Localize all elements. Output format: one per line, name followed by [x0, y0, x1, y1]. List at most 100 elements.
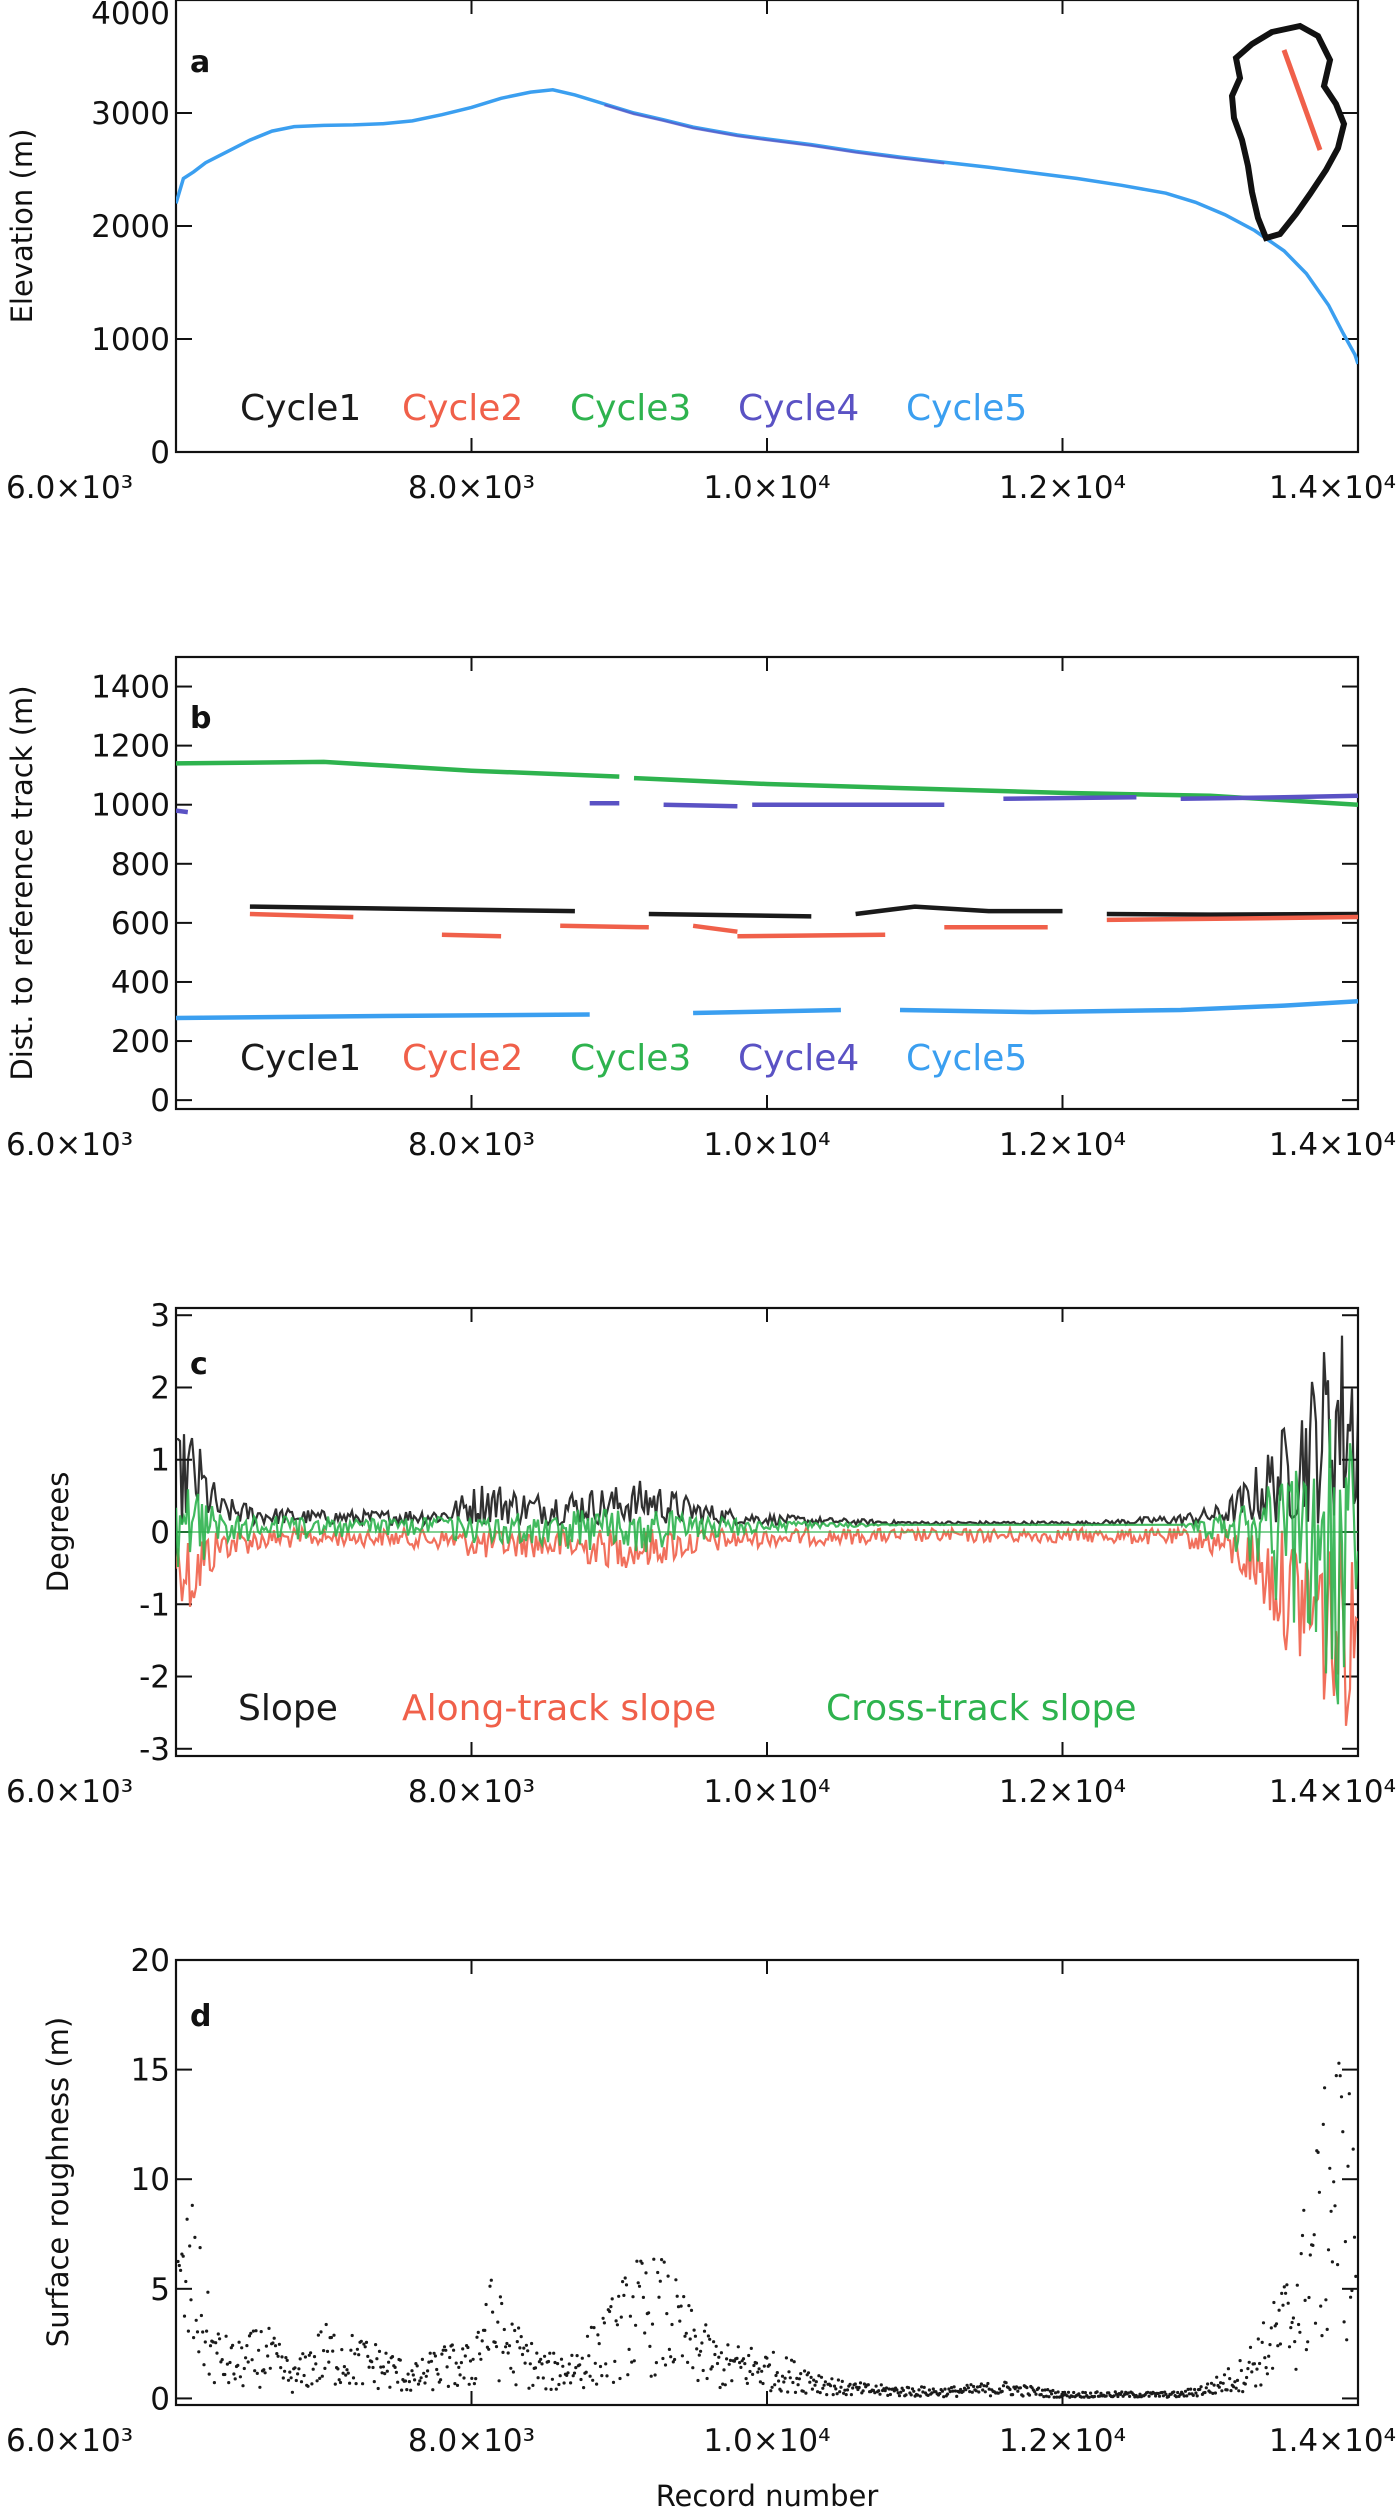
- roughness-point: [1191, 2393, 1195, 2397]
- roughness-point: [1008, 2387, 1012, 2392]
- roughness-point: [775, 2371, 779, 2375]
- roughness-point: [324, 2322, 328, 2327]
- roughness-point: [273, 2344, 278, 2348]
- roughness-point: [619, 2315, 623, 2319]
- roughness-point: [1277, 2308, 1281, 2312]
- roughness-point: [561, 2364, 565, 2368]
- y-tick-label: 15: [131, 2053, 170, 2089]
- roughness-point: [787, 2370, 791, 2374]
- roughness-point: [515, 2340, 519, 2344]
- roughness-point: [792, 2360, 796, 2364]
- roughness-point: [218, 2337, 222, 2341]
- roughness-point: [258, 2385, 262, 2389]
- roughness-point: [970, 2390, 974, 2394]
- roughness-point: [873, 2391, 877, 2395]
- roughness-point: [816, 2390, 820, 2394]
- roughness-point: [907, 2386, 911, 2390]
- roughness-point: [400, 2388, 404, 2392]
- roughness-point: [255, 2371, 259, 2375]
- roughness-point: [650, 2322, 655, 2326]
- roughness-point: [604, 2362, 608, 2366]
- roughness-point: [1198, 2387, 1202, 2391]
- series-segment-cycle1: [249, 904, 575, 914]
- roughness-point: [1208, 2390, 1212, 2394]
- roughness-point: [1070, 2394, 1074, 2398]
- roughness-point: [689, 2308, 694, 2312]
- panel-d: 6.0×10³ 8.0×10³ 1.0×10⁴ 1.2×10⁴ 1.4×10⁴ 0 5 10 1…: [6, 1943, 1396, 2513]
- y-tick-label: 1000: [91, 322, 170, 358]
- y-tick-label: 1400: [91, 670, 170, 706]
- x-tick-label: 1.2×10⁴: [999, 1127, 1126, 1163]
- roughness-point: [467, 2382, 471, 2386]
- roughness-point: [779, 2389, 783, 2393]
- roughness-point: [708, 2337, 712, 2341]
- roughness-point: [977, 2390, 981, 2394]
- roughness-point: [1235, 2378, 1240, 2382]
- roughness-point: [1051, 2388, 1055, 2393]
- roughness-point: [1254, 2384, 1258, 2388]
- roughness-point: [190, 2203, 194, 2207]
- plot-area: [176, 1335, 1358, 1726]
- roughness-point: [1243, 2382, 1247, 2386]
- roughness-point: [1063, 2390, 1067, 2394]
- roughness-point: [806, 2371, 811, 2375]
- roughness-point: [329, 2335, 333, 2340]
- roughness-point: [208, 2344, 213, 2348]
- roughness-point: [214, 2341, 218, 2345]
- roughness-point: [879, 2383, 883, 2387]
- roughness-point: [199, 2313, 203, 2318]
- roughness-point: [322, 2349, 326, 2353]
- roughness-point: [572, 2371, 577, 2375]
- y-tick-label: 1200: [91, 729, 170, 765]
- roughness-point: [544, 2387, 548, 2391]
- roughness-point: [922, 2385, 926, 2389]
- roughness-point: [280, 2355, 284, 2359]
- roughness-point: [427, 2360, 431, 2364]
- roughness-point: [783, 2376, 787, 2380]
- roughness-point: [220, 2358, 224, 2362]
- roughness-point: [704, 2323, 708, 2327]
- roughness-point: [1189, 2387, 1193, 2391]
- roughness-point: [1245, 2375, 1249, 2380]
- roughness-point: [569, 2381, 573, 2385]
- roughness-point: [1268, 2343, 1272, 2347]
- roughness-point: [1297, 2322, 1301, 2327]
- roughness-point: [302, 2373, 306, 2378]
- roughness-point: [634, 2323, 638, 2327]
- roughness-point: [700, 2341, 704, 2345]
- roughness-point: [592, 2326, 596, 2330]
- roughness-point: [441, 2348, 445, 2352]
- roughness-point: [188, 2244, 192, 2248]
- roughness-point: [1255, 2367, 1259, 2371]
- roughness-point: [433, 2354, 437, 2358]
- roughness-point: [396, 2380, 400, 2384]
- roughness-point: [504, 2345, 508, 2349]
- legend-b-cycle3: Cycle3: [570, 1038, 691, 1079]
- roughness-point: [1193, 2387, 1197, 2392]
- roughness-point: [705, 2376, 709, 2381]
- roughness-point: [974, 2389, 978, 2393]
- series-segment-cycle4: [663, 802, 738, 809]
- roughness-point: [1341, 2130, 1345, 2134]
- roughness-point: [1248, 2345, 1253, 2349]
- roughness-point: [931, 2387, 935, 2391]
- roughness-point: [987, 2387, 991, 2391]
- roughness-point: [951, 2389, 955, 2393]
- roughness-point: [1066, 2390, 1071, 2394]
- roughness-point: [1264, 2366, 1268, 2370]
- roughness-point: [777, 2379, 781, 2383]
- roughness-point: [1350, 2288, 1354, 2293]
- roughness-point: [782, 2380, 786, 2384]
- roughness-point: [394, 2370, 398, 2374]
- roughness-point: [381, 2365, 385, 2369]
- roughness-point: [688, 2337, 692, 2341]
- roughness-point: [1282, 2285, 1286, 2289]
- roughness-point: [215, 2351, 219, 2355]
- roughness-point: [424, 2374, 428, 2378]
- roughness-point: [916, 2393, 920, 2397]
- roughness-point: [466, 2345, 470, 2350]
- roughness-point: [719, 2351, 724, 2355]
- roughness-point: [325, 2349, 330, 2353]
- roughness-point: [264, 2344, 268, 2348]
- series-line-cycle5: [176, 88, 1358, 365]
